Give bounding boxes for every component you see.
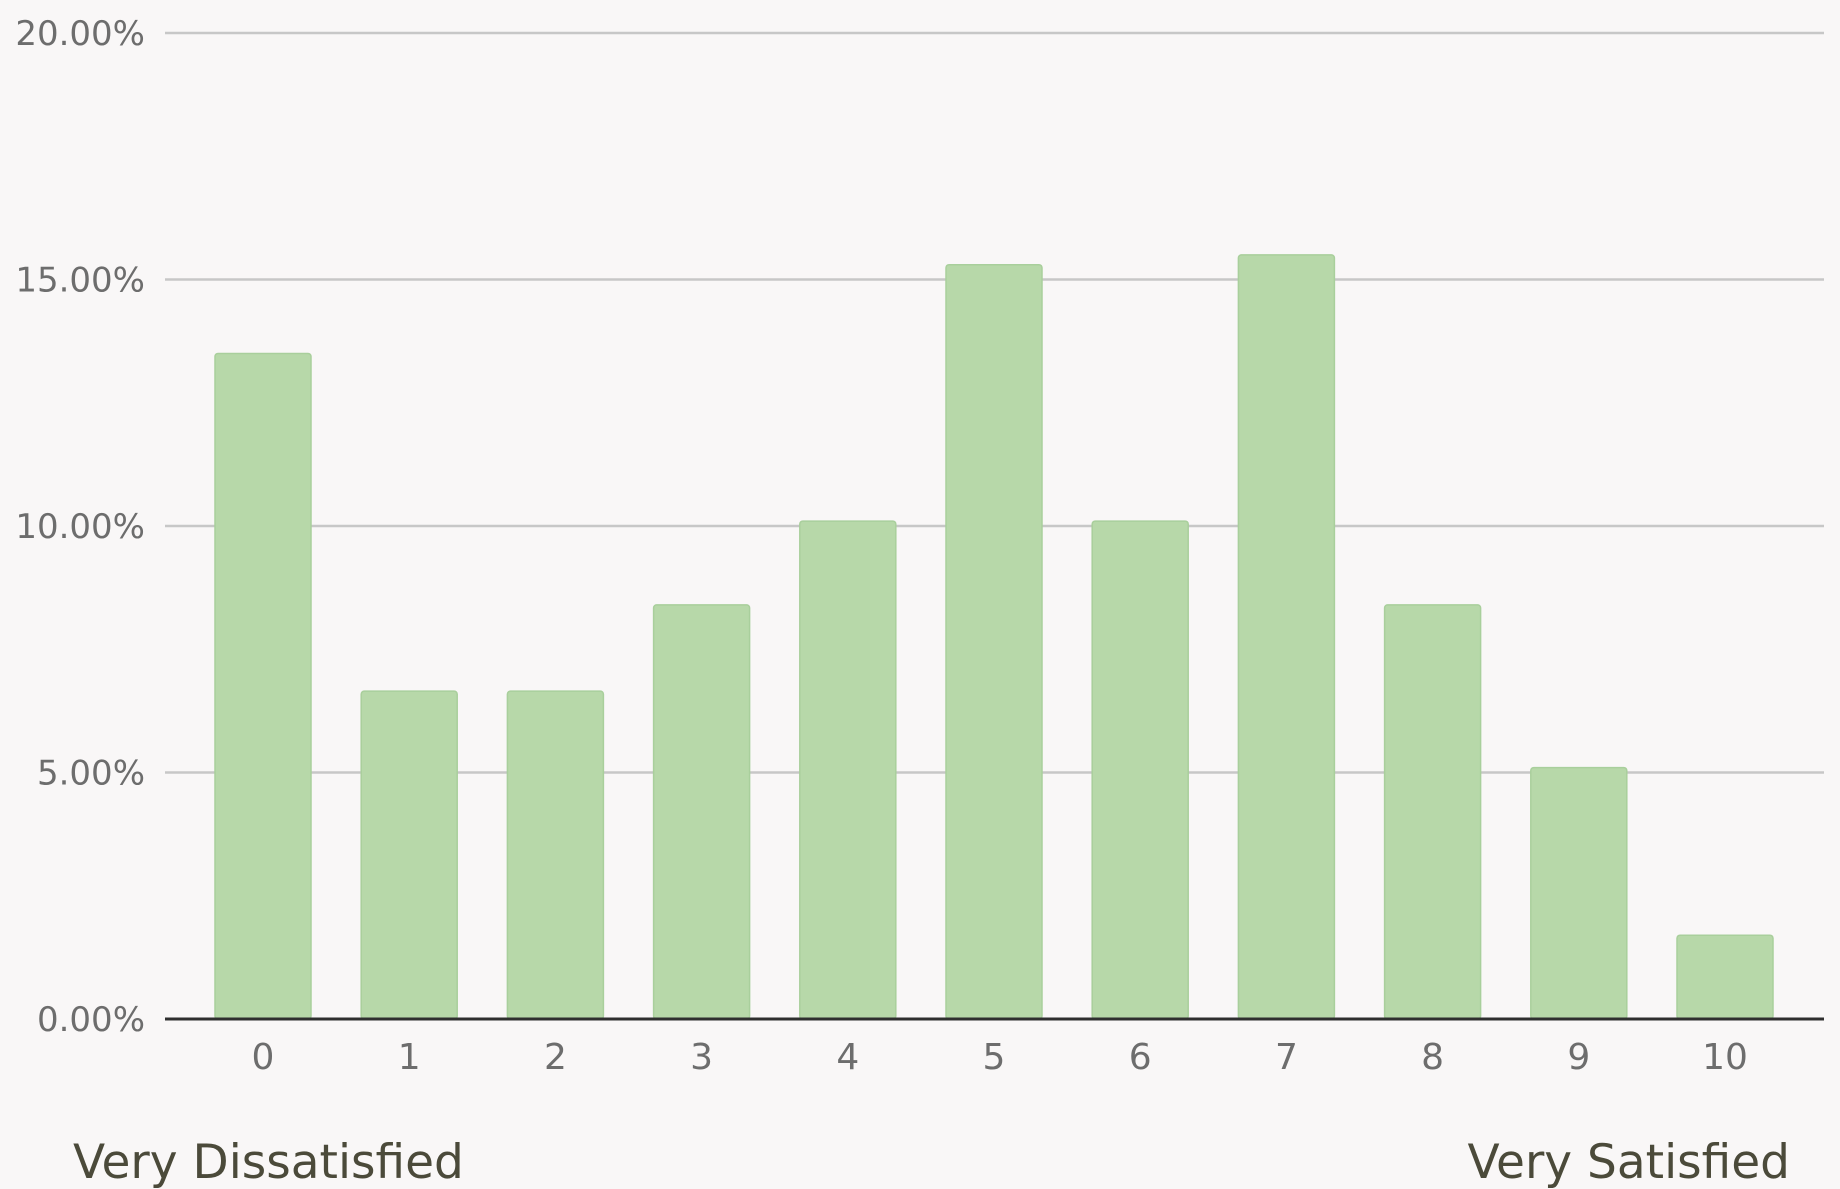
bar-9	[1530, 766, 1628, 1020]
bar-0	[214, 352, 312, 1020]
bar-10	[1676, 934, 1774, 1020]
x-tick-label: 10	[1702, 1037, 1748, 1078]
x-tick-label: 1	[398, 1037, 421, 1078]
y-tick-label: 10.00%	[15, 507, 145, 547]
y-tick-label: 20.00%	[15, 14, 145, 54]
bar-2	[506, 690, 605, 1020]
x-tick-label: 4	[836, 1037, 859, 1078]
x-tick-label: 8	[1421, 1037, 1444, 1078]
y-axis-tick-labels: 0.00% 5.00% 10.00% 15.00% 20.00%	[15, 14, 145, 1040]
x-tick-label: 9	[1567, 1037, 1590, 1078]
x-tick-label: 2	[544, 1037, 567, 1078]
x-tick-label: 6	[1129, 1037, 1152, 1078]
right-end-label: Very Satisfied	[1468, 1135, 1790, 1189]
x-tick-label: 5	[983, 1037, 1006, 1078]
x-tick-label: 0	[252, 1037, 275, 1078]
bar-5	[945, 263, 1043, 1020]
x-tick-label: 7	[1275, 1037, 1298, 1078]
bar-6	[1091, 520, 1189, 1020]
bar-1	[360, 690, 458, 1020]
x-tick-label: 3	[690, 1037, 713, 1078]
bar-3	[652, 604, 751, 1020]
y-tick-label: 5.00%	[37, 754, 145, 794]
x-axis-tick-labels: 0 1 2 3 4 5 6 7 8 9 10	[252, 1037, 1748, 1078]
y-tick-label: 0.00%	[37, 1000, 145, 1040]
y-tick-label: 15.00%	[15, 261, 145, 301]
left-end-label: Very Dissatisfied	[73, 1135, 464, 1189]
bars	[214, 254, 1774, 1020]
bar-7	[1237, 254, 1336, 1020]
bar-4	[799, 520, 897, 1020]
bar-8	[1383, 604, 1482, 1020]
